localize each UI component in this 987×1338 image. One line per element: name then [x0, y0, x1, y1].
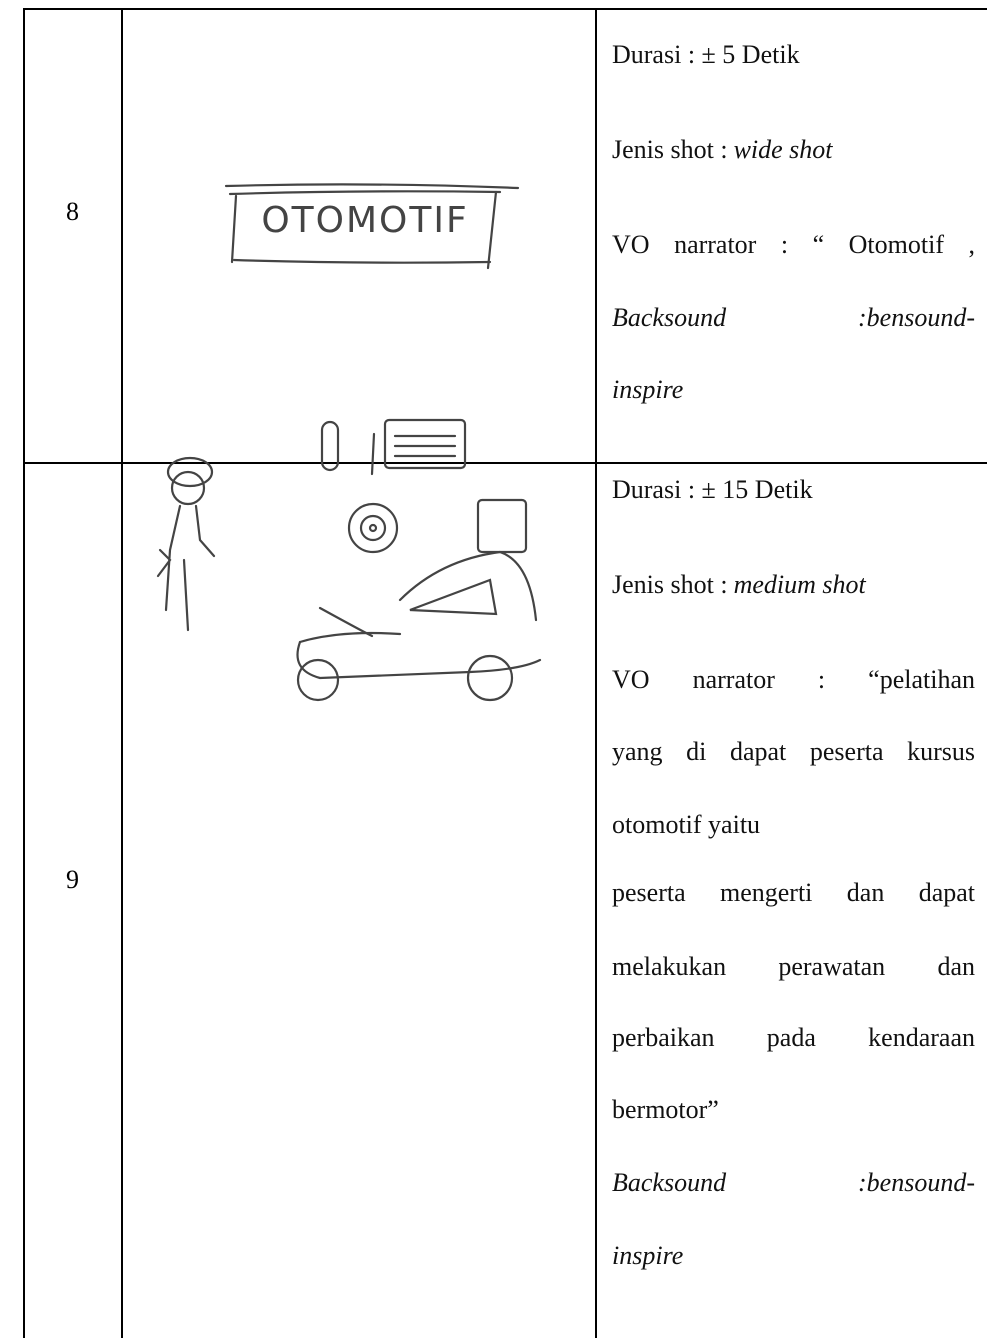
- label: Jenis shot :: [612, 570, 728, 599]
- sketch: OTOMOTIF: [224, 183, 520, 270]
- cell-text: Backsound :bensound-: [612, 1168, 975, 1198]
- value: inspire: [612, 375, 684, 404]
- value: medium shot: [733, 570, 866, 599]
- cell-text: Durasi : ± 5 Detik: [612, 40, 800, 69]
- row-number: 8: [66, 197, 79, 226]
- label: Backsound: [612, 303, 727, 332]
- cell-text: otomotif yaitu: [612, 810, 761, 839]
- table-border: [121, 8, 123, 1338]
- cell-text: Durasi : ± 15 Detik: [612, 475, 813, 504]
- cell-text: peserta mengerti dan dapat: [612, 878, 975, 907]
- cell-text: Backsound :bensound-: [612, 303, 975, 333]
- cell-text: melakukan perawatan dan: [612, 952, 975, 981]
- label: Backsound: [612, 1168, 727, 1197]
- cell-text: bermotor”: [612, 1095, 719, 1124]
- cell-text: inspire: [612, 375, 683, 405]
- cell-text: yang di dapat peserta kursus: [612, 737, 975, 766]
- label: Jenis shot :: [612, 135, 728, 164]
- cell-text: Jenis shot : wide shot: [612, 135, 833, 165]
- cell-text: Jenis shot : medium shot: [612, 570, 866, 600]
- row-number: 9: [66, 865, 79, 894]
- cell-text: VO narrator : “ Otomotif ,: [612, 230, 975, 259]
- table-border: [23, 462, 987, 464]
- value: inspire: [612, 1241, 684, 1270]
- sketch-text: OTOMOTIF: [261, 200, 468, 241]
- value: wide shot: [733, 135, 833, 164]
- value: :bensound-: [858, 1168, 975, 1197]
- cell-text: VO narrator : “pelatihan: [612, 665, 975, 694]
- cell-text: perbaikan pada kendaraan: [612, 1023, 975, 1052]
- value: :bensound-: [858, 303, 975, 332]
- table-border: [23, 8, 987, 10]
- table-border: [23, 8, 25, 1338]
- table-border: [595, 8, 597, 1338]
- sketch: [156, 418, 542, 702]
- cell-text: inspire: [612, 1241, 683, 1271]
